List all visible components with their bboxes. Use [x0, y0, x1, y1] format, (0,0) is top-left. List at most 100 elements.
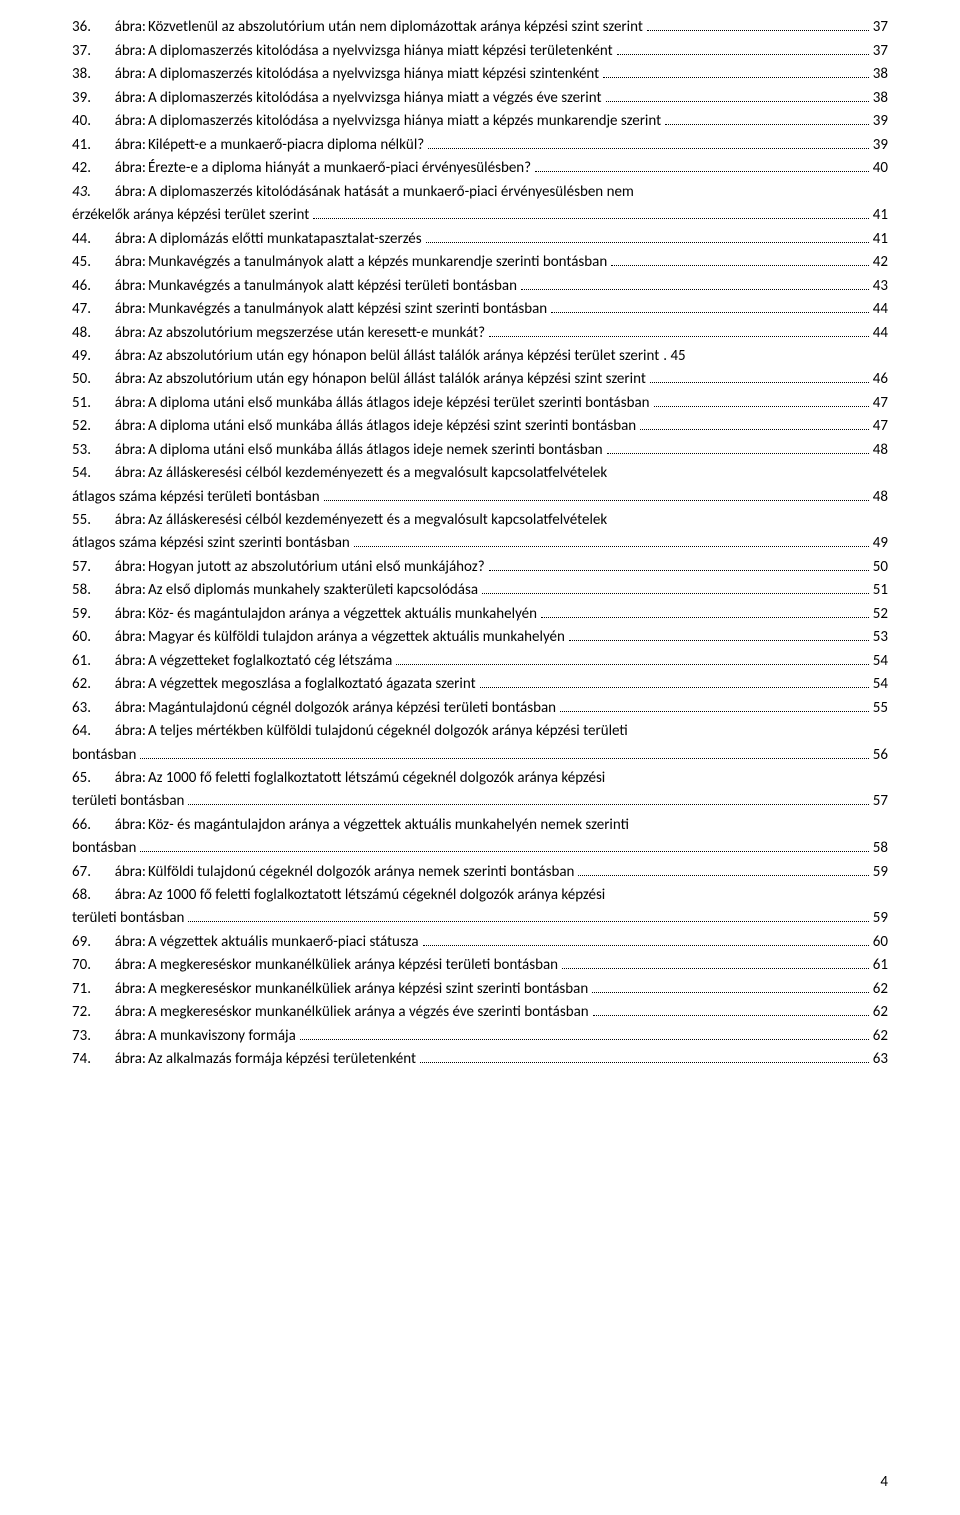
toc-entry-title: Munkavégzés a tanulmányok alatt képzési … [148, 275, 519, 298]
toc-entry-title-cont: érzékelők aránya képzési terület szerint [72, 204, 311, 227]
toc-entry-label: ábra: [91, 439, 148, 462]
toc-entry-page: 56 [871, 744, 888, 767]
toc-entry-title: A diplomaszerzés kitolódása a nyelvvizsg… [148, 63, 601, 86]
toc-entry-title: Magántulajdonú cégnél dolgozók aránya ké… [148, 697, 558, 720]
toc-entry-number: 53. [72, 439, 91, 462]
toc-entry-label: ábra: [91, 322, 148, 345]
toc-entry-label: ábra: [91, 63, 148, 86]
toc-leader-dots [640, 415, 869, 430]
toc-entry-number: 62. [72, 673, 91, 696]
toc-entry: 58. ábra: Az első diplomás munkahely sza… [72, 579, 888, 603]
toc-entry-title: Köz- és magántulajdon aránya a végzettek… [148, 814, 631, 837]
toc-entry-title: A diplomaszerzés kitolódása a nyelvvizsg… [148, 87, 604, 110]
toc-entry-label: ábra: [91, 392, 148, 415]
toc-entry-label: ábra: [91, 228, 148, 251]
toc-entry: 53. ábra: A diploma utáni első munkába á… [72, 439, 888, 463]
toc-entry-number: 73. [72, 1025, 91, 1048]
toc-entry-number: 66. [72, 814, 91, 837]
toc-entry: 43. ábra: A diplomaszerzés kitolódásának… [72, 181, 888, 204]
toc-leader-dots [428, 134, 869, 149]
toc-entry-continuation: területi bontásban 59 [72, 907, 888, 931]
toc-entry-label: ábra: [91, 603, 148, 626]
toc-leader-dots [489, 321, 869, 336]
toc-entry: 67. ábra: Külföldi tulajdonú cégeknél do… [72, 860, 888, 884]
toc-entry-number: 51. [72, 392, 91, 415]
toc-entry-number: 54. [72, 462, 91, 485]
toc-entry-label: ábra: [91, 697, 148, 720]
toc-entry-title: A végzetteket foglalkoztató cég létszáma [148, 650, 394, 673]
toc-entry: 36. ábra: Közvetlenül az abszolutórium u… [72, 16, 888, 40]
toc-leader-dots [188, 907, 868, 922]
toc-entry-number: 70. [72, 954, 91, 977]
toc-entry-page: 54 [871, 650, 888, 673]
toc-leader-dots [420, 1048, 869, 1063]
toc-entry-page: 44 [871, 298, 888, 321]
toc-entry-number: 60. [72, 626, 91, 649]
toc-entry: 57. ábra: Hogyan jutott az abszolutórium… [72, 556, 888, 580]
toc-entry-label: ábra: [91, 579, 148, 602]
toc-entry-title: A diplomázás előtti munkatapasztalat-sze… [148, 228, 424, 251]
toc-entry-label: ábra: [91, 556, 148, 579]
toc-entry-page: 63 [871, 1048, 888, 1071]
toc-entry: 59. ábra: Köz- és magántulajdon aránya a… [72, 603, 888, 627]
toc-entry-page: 58 [871, 837, 888, 860]
toc-leader-dots [647, 16, 869, 31]
toc-leader-dots [188, 790, 868, 805]
toc-entry-title-cont: bontásban [72, 744, 138, 767]
toc-entry-number: 67. [72, 861, 91, 884]
toc-entry-label: ábra: [91, 720, 148, 743]
toc-entry-number: 63. [72, 697, 91, 720]
toc-entry-title: Hogyan jutott az abszolutórium utáni els… [148, 556, 487, 579]
toc-entry-number: 68. [72, 884, 91, 907]
toc-entry-number: 41. [72, 134, 91, 157]
toc-entry-label: ábra: [91, 181, 148, 204]
toc-entry-page: 38 [871, 87, 888, 110]
toc-entry-title: Közvetlenül az abszolutórium után nem di… [148, 16, 645, 39]
toc-entry-continuation: átlagos száma képzési szint szerinti bon… [72, 532, 888, 556]
toc-entry: 69. ábra: A végzettek aktuális munkaerő-… [72, 931, 888, 955]
toc-entry-page: 59 [871, 907, 888, 930]
page-number: 4 [880, 1473, 888, 1491]
toc-entry-title-cont: területi bontásban [72, 907, 186, 930]
toc-entry-page: 39 [871, 110, 888, 133]
toc-entry-title: Munkavégzés a tanulmányok alatt képzési … [148, 298, 549, 321]
toc-entry-number: 69. [72, 931, 91, 954]
toc-entry-page: 41 [871, 228, 888, 251]
toc-entry: 49. ábra: Az abszolutórium után egy hóna… [72, 345, 888, 368]
toc-entry-page: 59 [871, 861, 888, 884]
toc-entry-label: ábra: [91, 509, 148, 532]
toc-entry-label: ábra: [91, 157, 148, 180]
toc-entry-page: 46 [871, 368, 888, 391]
toc-leader-dots [607, 439, 869, 454]
toc-entry-number: 57. [72, 556, 91, 579]
toc-entry-number: 44. [72, 228, 91, 251]
toc-entry-page: 61 [871, 954, 888, 977]
toc-entry-page: 41 [871, 204, 888, 227]
toc-entry-number: 64. [72, 720, 91, 743]
toc-entry: 55. ábra: Az álláskeresési célból kezdem… [72, 509, 888, 532]
toc-entry-number: 65. [72, 767, 91, 790]
toc-entry-label: ábra: [91, 626, 148, 649]
toc-entry-title: Magyar és külföldi tulajdon aránya a vég… [148, 626, 567, 649]
toc-entry-number: 47. [72, 298, 91, 321]
toc-leader-dots [480, 673, 869, 688]
toc-entry-page: 60 [871, 931, 888, 954]
toc-entry-number: 58. [72, 579, 91, 602]
toc-entry-number: 40. [72, 110, 91, 133]
toc-entry-label: ábra: [91, 1001, 148, 1024]
toc-entry-label: ábra: [91, 368, 148, 391]
toc-entry-title: Munkavégzés a tanulmányok alatt a képzés… [148, 251, 609, 274]
toc-entry: 51. ábra: A diploma utáni első munkába á… [72, 392, 888, 416]
toc-leader-dots [396, 650, 869, 665]
toc-entry: 54. ábra: Az álláskeresési célból kezdem… [72, 462, 888, 485]
toc-leader-dots [489, 556, 869, 571]
toc-leader-dots [578, 860, 868, 875]
toc-entry-title: A diploma utáni első munkába állás átlag… [148, 415, 638, 438]
toc-entry-number: 72. [72, 1001, 91, 1024]
toc-entry: 61. ábra: A végzetteket foglalkoztató cé… [72, 650, 888, 674]
toc-entry-label: ábra: [91, 673, 148, 696]
toc-entry: 41. ábra: Kilépett-e a munkaerő-piacra d… [72, 134, 888, 158]
toc-entry: 37. ábra: A diplomaszerzés kitolódása a … [72, 40, 888, 64]
toc-entry-title-cont: bontásban [72, 837, 138, 860]
toc-leader-dots [665, 110, 869, 125]
